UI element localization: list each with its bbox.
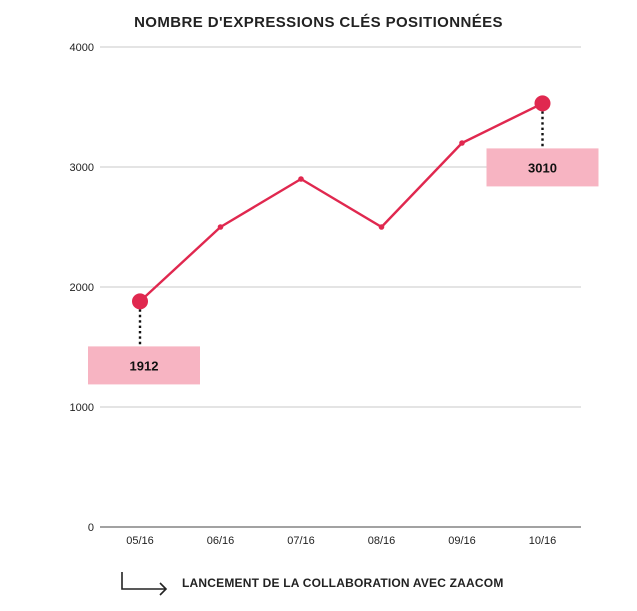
highlight-point — [534, 95, 551, 112]
x-tick-label: 07/16 — [287, 535, 315, 547]
data-point — [459, 140, 465, 146]
footer: LANCEMENT DE LA COLLABORATION AVEC ZAACO… — [120, 570, 504, 596]
y-tick-label: 1000 — [70, 402, 94, 414]
y-tick-label: 0 — [88, 522, 94, 534]
x-tick-label: 05/16 — [126, 535, 154, 547]
x-tick-label: 08/16 — [368, 535, 396, 547]
data-point — [217, 224, 224, 230]
x-tick-label: 06/16 — [207, 535, 235, 547]
x-tick-label: 10/16 — [529, 535, 557, 547]
chart-title: NOMBRE D'EXPRESSIONS CLÉS POSITIONNÉES — [134, 14, 503, 31]
x-tick-label: 09/16 — [448, 535, 476, 547]
footer-label: LANCEMENT DE LA COLLABORATION AVEC ZAACO… — [182, 576, 504, 590]
y-tick-label: 3000 — [70, 162, 94, 174]
highlight-point — [132, 293, 148, 310]
callout-box — [88, 346, 200, 385]
arrow-right-icon — [121, 572, 168, 596]
series-line — [139, 102, 544, 303]
callout-box — [486, 148, 599, 187]
data-point — [298, 176, 304, 182]
y-tick-label: 2000 — [70, 282, 94, 294]
y-tick-label: 4000 — [70, 42, 94, 54]
callout-label: 1912 — [130, 358, 159, 373]
callout-label: 3010 — [528, 160, 557, 175]
data-point — [378, 224, 385, 230]
